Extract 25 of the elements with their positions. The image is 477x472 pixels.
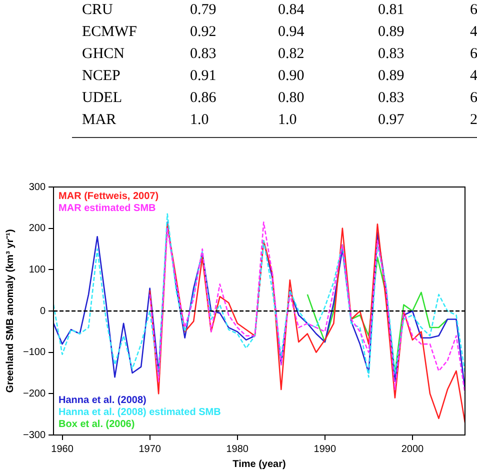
- text: UDEL 0.86 0.80 0.83 6: [82, 90, 477, 106]
- text: CRU 0.79 0.84 0.81 6: [82, 2, 477, 18]
- y-tick-label: −300: [22, 430, 46, 441]
- y-tick-label: 0: [40, 306, 46, 317]
- y-tick-label: 300: [28, 182, 46, 193]
- text: GHCN 0.83 0.82 0.83 6: [82, 46, 477, 62]
- x-tick-label: 2000: [401, 444, 424, 455]
- x-tick-label: 1990: [314, 444, 336, 455]
- text: Hanna et al. (2008): [58, 394, 146, 406]
- series-label: MAR estimated SMB: [58, 202, 156, 214]
- x-tick-label: 1960: [51, 444, 74, 455]
- y-axis-title: Greenland SMB anomaly (km³ yr⁻¹): [4, 229, 16, 393]
- y-tick-label: 100: [28, 264, 46, 276]
- y-tick-label: 200: [28, 223, 46, 234]
- text: Hanna et al. (2008) estimated SMB: [58, 406, 221, 418]
- x-tick-label: 1970: [138, 444, 162, 455]
- text: Box et al. (2006): [58, 418, 135, 430]
- text: ECMWF 0.92 0.94 0.89 4: [82, 24, 477, 40]
- x-axis-title: Time (year): [232, 458, 286, 470]
- text: MAR 1.0 1.0 0.97 2: [82, 112, 477, 128]
- y-tick-label: −200: [22, 388, 46, 400]
- x-tick-label: 1980: [226, 444, 249, 455]
- y-tick-label: −100: [22, 347, 46, 358]
- text: MAR (Fettweis, 2007): [58, 190, 159, 202]
- text: NCEP 0.91 0.90 0.89 4: [82, 68, 477, 84]
